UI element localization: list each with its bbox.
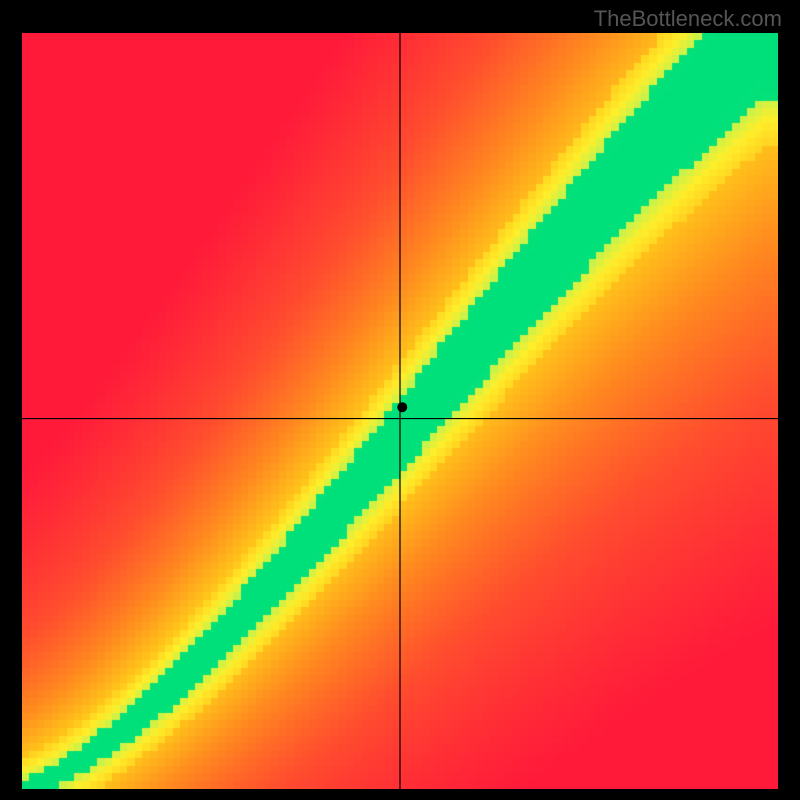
marker-dot xyxy=(397,402,407,412)
watermark-text: TheBottleneck.com xyxy=(594,6,782,32)
chart-container: TheBottleneck.com xyxy=(0,0,800,800)
overlay-svg xyxy=(0,0,800,800)
